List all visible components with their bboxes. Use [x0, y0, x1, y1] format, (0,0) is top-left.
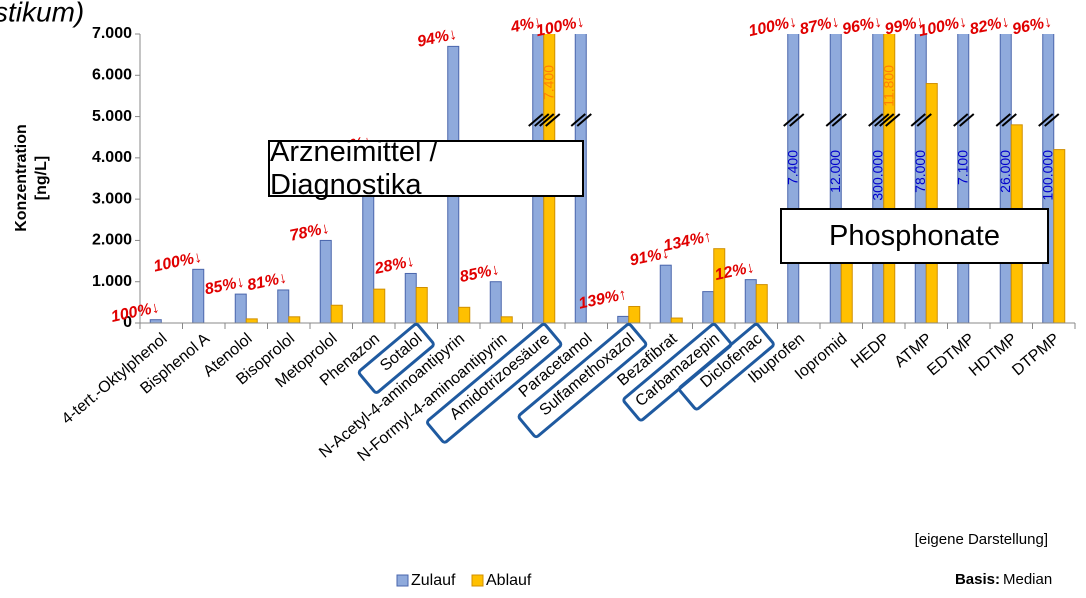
value-label: 7.400: [784, 150, 800, 185]
value-label: 11.800: [880, 65, 896, 107]
legend-label: Ablauf: [486, 572, 532, 589]
axis-break: [570, 113, 586, 127]
bar: [234, 293, 247, 324]
bar: [319, 239, 332, 324]
axis-break: [534, 113, 550, 127]
axis-break: [1001, 113, 1017, 127]
legend-label: Zulauf: [411, 572, 456, 589]
y-tick-label: 7.000: [92, 25, 132, 42]
highlight-box: [517, 322, 648, 439]
bar: [713, 248, 726, 324]
basis-value: Median: [1003, 571, 1052, 588]
axis-break: [1044, 113, 1060, 127]
bar: [744, 279, 757, 324]
bar: [192, 268, 205, 324]
axis-break: [528, 113, 544, 127]
bar: [925, 83, 938, 324]
value-label: 100.000: [1039, 150, 1055, 201]
axis-break: [576, 113, 592, 127]
axis-break: [789, 113, 805, 127]
bar: [670, 317, 683, 324]
value-label: 7.100: [954, 150, 970, 185]
axis-break: [545, 113, 561, 127]
bar: [840, 258, 853, 324]
basis-label: Basis:: [955, 571, 1000, 588]
x-tick-label: HEDP: [848, 330, 893, 372]
axis-break: [885, 113, 901, 127]
bar: [628, 305, 641, 324]
value-label: 78.000: [912, 150, 928, 193]
axis-break: [995, 113, 1011, 127]
bar: [617, 315, 630, 324]
y-axis-label: [ng/L]: [33, 156, 50, 200]
bar: [277, 289, 290, 324]
axis-break: [910, 113, 926, 127]
axis-break: [783, 113, 799, 127]
bar: [404, 272, 417, 324]
y-tick-label: 4.000: [92, 149, 132, 166]
axis-break: [879, 113, 895, 127]
value-label: 7.400: [540, 65, 556, 100]
bar: [489, 281, 502, 324]
x-tick-label: HDTMP: [966, 330, 1021, 380]
legend-swatch: [471, 574, 484, 587]
bar: [288, 316, 301, 324]
group-box: Arzneimittel / Diagnostika: [268, 136, 584, 201]
axis-break: [916, 113, 932, 127]
value-label: 26.000: [997, 150, 1013, 193]
annotation: 4%↓: [509, 13, 544, 36]
bar: [415, 286, 428, 324]
bar: [330, 304, 343, 324]
axis-break: [539, 113, 555, 127]
value-label: 300.000: [869, 150, 885, 201]
axis-break: [1038, 113, 1054, 127]
bar: [245, 318, 258, 324]
y-tick-label: 2.000: [92, 232, 132, 249]
bar: [702, 291, 715, 324]
y-tick-label: 0: [123, 314, 132, 331]
highlight-box: [426, 322, 563, 444]
axis-break: [953, 113, 969, 127]
bar: [755, 284, 768, 324]
highlight-box: [357, 322, 435, 394]
y-tick-label: 1.000: [92, 273, 132, 290]
y-tick-label: 6.000: [92, 67, 132, 84]
annotation: 134%↑: [662, 228, 713, 255]
y-tick-label: 3.000: [92, 190, 132, 207]
bar: [500, 316, 513, 324]
bar: [659, 264, 672, 324]
y-tick-label: 5.000: [92, 108, 132, 125]
axis-break: [959, 113, 975, 127]
chart-title: stikum): [0, 0, 84, 27]
note: [eigene Darstellung]: [915, 531, 1048, 548]
axis-break: [825, 113, 841, 127]
bar: [458, 306, 471, 324]
x-tick-label: DTPMP: [1009, 330, 1063, 379]
bar: [373, 288, 386, 324]
legend-swatch: [396, 574, 409, 587]
y-axis-label: Konzentration: [13, 124, 30, 232]
group-box: Phosphonate: [780, 208, 1049, 264]
highlight-box: [678, 322, 775, 411]
value-label: 12.000: [827, 150, 843, 193]
axis-break: [868, 113, 884, 127]
axis-break: [831, 113, 847, 127]
axis-break: [874, 113, 890, 127]
